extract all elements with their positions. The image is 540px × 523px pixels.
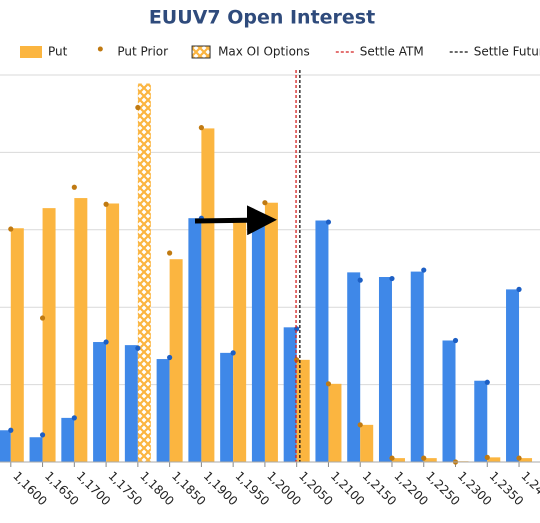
bar: [410, 271, 424, 462]
bar: [10, 228, 24, 462]
prior-dot: [39, 432, 46, 438]
prior-dot: [452, 337, 459, 344]
prior-dot: [71, 184, 77, 190]
bar: [519, 458, 533, 462]
bar: [360, 424, 374, 462]
x-tick-label: 1,2250: [423, 469, 463, 509]
bar: [378, 277, 392, 462]
bar: [487, 457, 501, 462]
prior-dot: [294, 357, 300, 363]
x-tick-label: 1,2150: [360, 469, 400, 509]
bar: [42, 208, 56, 462]
bar: [169, 259, 183, 462]
bar: [220, 352, 234, 462]
prior-dot: [325, 381, 332, 387]
legend-swatch: [191, 45, 211, 59]
bar: [315, 220, 329, 462]
bar: [201, 128, 215, 462]
bar: [347, 272, 361, 462]
prior-dot: [135, 104, 141, 111]
prior-dot: [484, 379, 490, 385]
bar: [106, 203, 120, 462]
legend-swatch: [97, 46, 103, 52]
bar: [442, 340, 456, 462]
x-tick-label: 1,1700: [74, 469, 114, 509]
bar: [251, 215, 265, 462]
x-tick-label: 1,2200: [391, 469, 431, 509]
prior-dot: [103, 339, 109, 345]
bar: [506, 289, 520, 462]
annotation-arrow: [194, 205, 277, 236]
prior-dot: [421, 455, 427, 461]
prior-dot: [262, 215, 268, 221]
bar: [93, 342, 107, 462]
chart-title: EUUV7 Open Interest: [149, 7, 375, 29]
prior-dot: [516, 455, 522, 461]
bar: [296, 359, 310, 462]
x-tick-label: 1,1650: [42, 469, 82, 509]
bar: [61, 417, 75, 462]
bar: [264, 202, 278, 462]
bar: [233, 220, 247, 462]
prior-dot: [262, 200, 268, 206]
bar: [188, 218, 202, 462]
x-tick-label: 1,1850: [169, 469, 209, 509]
x-tick-label: 1,1900: [201, 469, 241, 509]
prior-dot: [39, 315, 46, 321]
x-tick-label: 1,2050: [296, 469, 336, 509]
bar: [328, 383, 342, 462]
legend-swatch: [20, 46, 42, 58]
legend-label: Max OI Options: [218, 45, 310, 59]
prior-dot: [389, 275, 395, 282]
x-tick-label: 1,1600: [10, 469, 50, 509]
x-tick-label: 1,2000: [264, 469, 304, 509]
legend-label: Settle ATM: [360, 45, 424, 59]
prior-dot: [294, 326, 300, 332]
prior-dot: [516, 286, 522, 292]
prior-dot: [198, 125, 204, 131]
x-tick-label: 1,1800: [137, 469, 177, 509]
prior-dot: [167, 250, 173, 256]
max-oi-bar: [137, 83, 151, 462]
legend-label: Settle Future: [474, 45, 540, 59]
bar: [0, 430, 11, 462]
bar: [474, 380, 488, 462]
x-tick-label: 1,1750: [105, 469, 145, 509]
prior-dot: [389, 455, 395, 461]
prior-dot: [8, 427, 14, 433]
prior-dot: [71, 415, 77, 421]
prior-dot: [135, 345, 141, 351]
bar: [283, 327, 297, 462]
bar: [156, 359, 170, 462]
x-tick-label: 1,2300: [455, 469, 495, 509]
prior-dot: [484, 454, 490, 460]
prior-dot: [230, 350, 236, 356]
bar: [74, 198, 88, 463]
prior-dot: [103, 201, 109, 207]
prior-dot: [357, 422, 363, 428]
legend-label: Put Prior: [117, 45, 168, 59]
prior-dot: [357, 277, 363, 283]
prior-dot: [167, 354, 173, 361]
legend-label: Put: [48, 45, 68, 59]
prior-dot: [8, 226, 14, 232]
prior-dot: [325, 219, 332, 225]
bar: [124, 345, 138, 462]
x-tick-label: 1,2350: [487, 469, 527, 509]
prior-dot: [421, 267, 427, 273]
bar: [423, 458, 437, 462]
bar: [391, 458, 405, 462]
bar: [29, 437, 43, 462]
x-tick-label: 1,2100: [328, 469, 368, 509]
x-tick-label: 1,1950: [233, 469, 273, 509]
